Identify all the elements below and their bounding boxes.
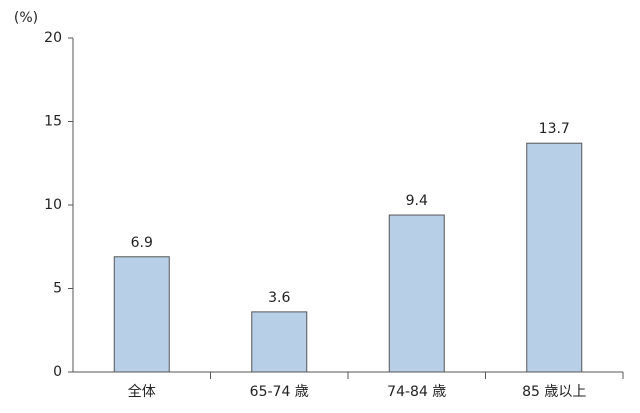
x-tick-label: 65-74 歳 xyxy=(250,384,309,400)
value-label: 6.9 xyxy=(131,235,153,251)
y-axis-label: (%) xyxy=(14,10,38,26)
y-tick-label: 15 xyxy=(44,114,62,130)
bar xyxy=(526,142,583,373)
value-label: 13.7 xyxy=(539,121,570,137)
bar xyxy=(388,214,445,373)
value-label: 3.6 xyxy=(268,290,290,306)
x-tick-label: 85 歳以上 xyxy=(522,384,586,400)
value-label: 9.4 xyxy=(406,193,428,209)
y-tick-label: 0 xyxy=(53,364,62,380)
y-tick-label: 20 xyxy=(44,30,62,46)
bar xyxy=(251,311,308,373)
bar xyxy=(113,256,170,373)
y-tick-label: 5 xyxy=(53,281,62,297)
y-tick-label: 10 xyxy=(44,197,62,213)
x-tick-label: 74-84 歳 xyxy=(387,384,446,400)
x-tick-label: 全体 xyxy=(128,383,156,400)
